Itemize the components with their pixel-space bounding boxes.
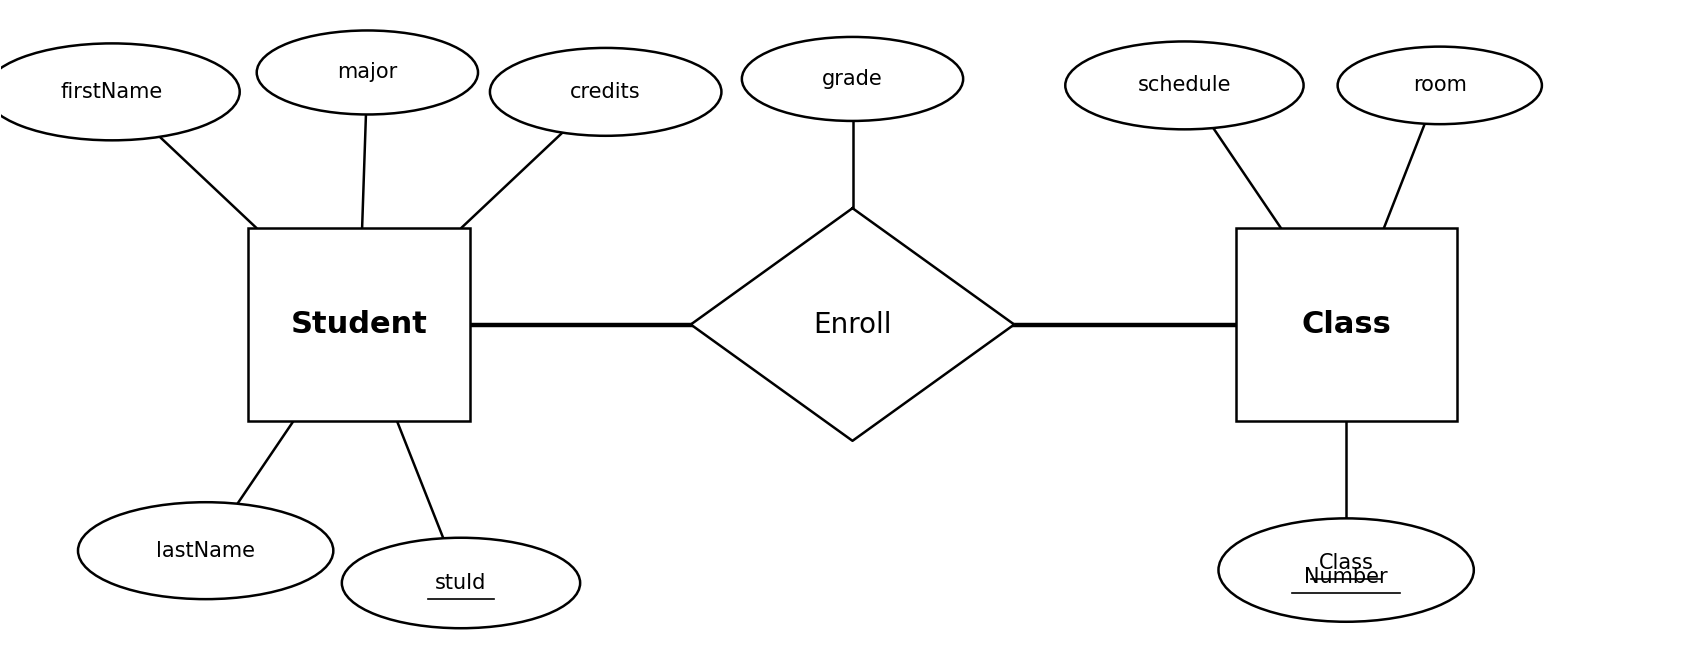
Bar — [249, 228, 469, 421]
Text: schedule: schedule — [1137, 75, 1231, 95]
Text: grade: grade — [822, 69, 883, 89]
Ellipse shape — [742, 37, 963, 121]
Text: firstName: firstName — [61, 82, 164, 102]
Text: credits: credits — [571, 82, 641, 102]
Ellipse shape — [0, 43, 240, 140]
Ellipse shape — [1338, 47, 1541, 124]
Text: Class: Class — [1301, 310, 1391, 339]
Text: Student: Student — [290, 310, 428, 339]
Ellipse shape — [257, 31, 477, 114]
Text: major: major — [338, 62, 397, 82]
Polygon shape — [691, 208, 1014, 441]
Ellipse shape — [341, 538, 580, 628]
Text: stuId: stuId — [435, 573, 486, 593]
Text: room: room — [1413, 75, 1466, 95]
Text: lastName: lastName — [157, 541, 256, 561]
Ellipse shape — [489, 48, 721, 136]
Ellipse shape — [78, 502, 332, 599]
Bar — [1236, 228, 1456, 421]
Text: Number: Number — [1304, 567, 1388, 587]
Text: Enroll: Enroll — [813, 310, 892, 339]
Ellipse shape — [1219, 519, 1473, 622]
Ellipse shape — [1066, 42, 1304, 129]
Text: Class: Class — [1318, 553, 1374, 573]
